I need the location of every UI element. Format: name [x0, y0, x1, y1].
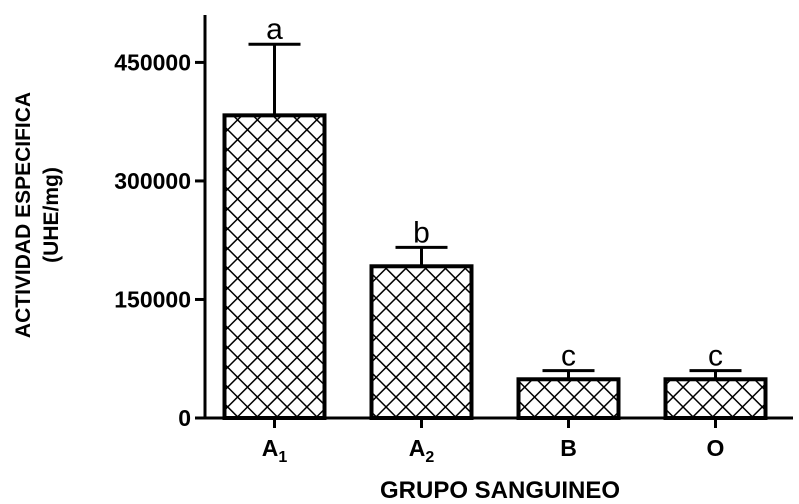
significance-letter: a — [266, 13, 283, 46]
y-tick-label: 0 — [178, 405, 191, 431]
y-tick-label: 150000 — [114, 286, 191, 312]
x-tick-label: A1 — [262, 435, 288, 466]
bar — [516, 377, 621, 421]
y-tick-label: 450000 — [114, 49, 191, 75]
plot-area: 0 150000 300000 450000 a A1 b A2 c Bc O — [114, 13, 793, 466]
x-tick-label: O — [707, 435, 725, 461]
x-tick-label: B — [560, 435, 577, 461]
y-axis-label-line1: ACTIVIDAD ESPECIFICA — [12, 92, 35, 338]
bar — [663, 377, 768, 421]
bar — [222, 113, 327, 421]
y-tick-label: 300000 — [114, 168, 191, 194]
y-axis-label-line2: (UHE/mg) — [40, 167, 63, 263]
significance-letter: b — [413, 216, 430, 249]
significance-letter: c — [561, 340, 576, 373]
x-axis-label: GRUPO SANGUINEO — [380, 477, 620, 504]
bar — [369, 264, 474, 420]
x-tick-label: A2 — [409, 435, 435, 466]
significance-letter: c — [708, 340, 723, 373]
